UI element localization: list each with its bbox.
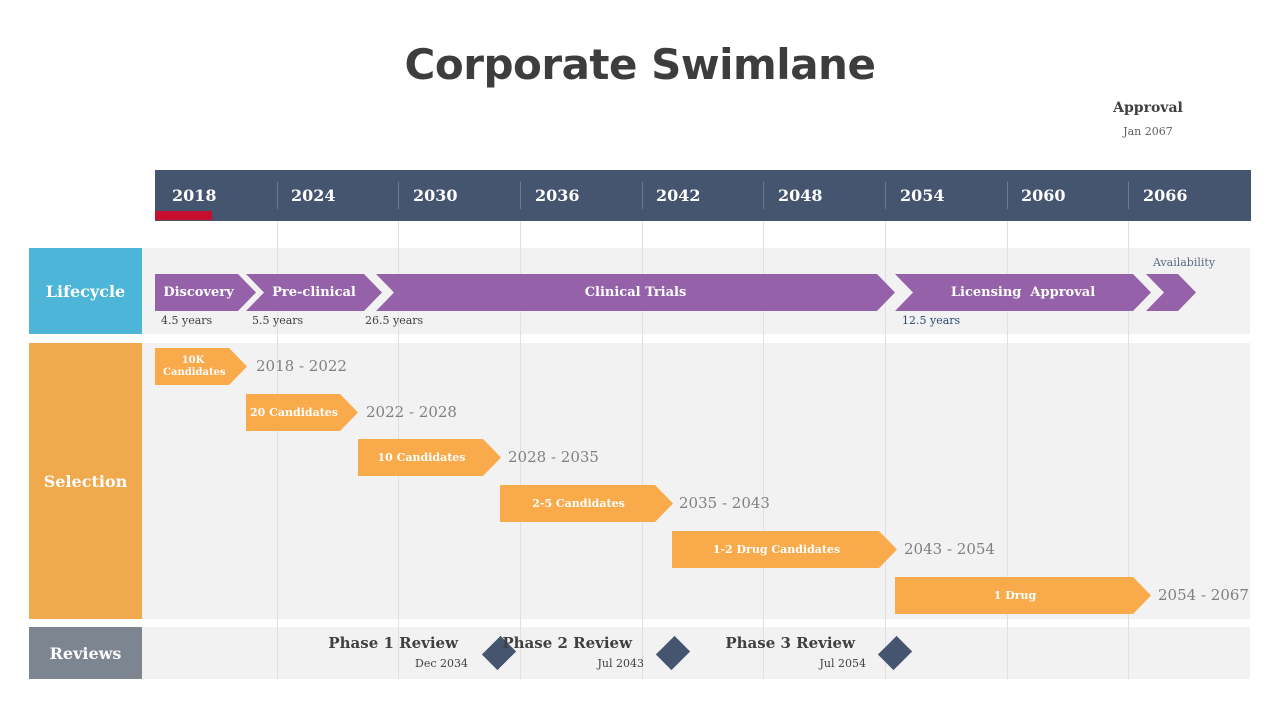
gridline	[1007, 221, 1008, 679]
year-label: 2030	[413, 186, 458, 205]
selection-range: 2054 - 2067	[1158, 586, 1249, 604]
selection-range: 2035 - 2043	[679, 494, 770, 512]
gridline	[642, 221, 643, 679]
year-label: 2048	[778, 186, 823, 205]
phase-pre-clinical: Pre-clinical	[246, 274, 382, 311]
phase-duration: 4.5 years	[161, 314, 213, 327]
year-divider	[277, 182, 278, 209]
phase-label: Clinical Trials	[584, 285, 687, 300]
review-date: Dec 2034	[415, 657, 468, 670]
selection-step: 2-5 Candidates	[500, 485, 673, 522]
review-label: Phase 3 Review	[725, 634, 855, 652]
phase-duration: 12.5 years	[902, 314, 961, 327]
selection-step-label: 10K Candidates	[163, 354, 226, 378]
year-divider	[885, 182, 886, 209]
phase-label: Discovery	[163, 285, 234, 300]
review-label: Phase 2 Review	[502, 634, 632, 652]
review-date: Jul 2054	[819, 657, 866, 670]
year-label: 2042	[656, 186, 701, 205]
phase-licensing-approval: Licensing Approval	[895, 274, 1151, 311]
page-title: Corporate Swimlane	[404, 40, 876, 89]
selection-range: 2022 - 2028	[366, 403, 457, 421]
selection-step: 1-2 Drug Candidates	[672, 531, 897, 568]
year-label: 2054	[900, 186, 945, 205]
selection-step: 20 Candidates	[246, 394, 358, 431]
gridline	[885, 221, 886, 679]
selection-step-label: 20 Candidates	[250, 406, 338, 419]
phase-label: Licensing Approval	[950, 285, 1096, 300]
phase-label: Pre-clinical	[272, 285, 356, 300]
availability-label: Availability	[1152, 256, 1216, 269]
lane-header-lifecycle: Lifecycle	[29, 248, 142, 334]
selection-step: 10K Candidates	[155, 348, 247, 385]
year-label: 2066	[1143, 186, 1188, 205]
year-divider	[398, 182, 399, 209]
approval-date: Jan 2067	[1123, 125, 1173, 138]
year-label: 2024	[291, 186, 336, 205]
selection-range: 2028 - 2035	[508, 448, 599, 466]
year-header: 2018 2024 2030 2036 2042 2048 2054 2060 …	[155, 170, 1251, 221]
lane-header-reviews: Reviews	[29, 627, 142, 679]
year-divider	[763, 182, 764, 209]
gridline	[763, 221, 764, 679]
review-label: Phase 1 Review	[328, 634, 458, 652]
year-divider	[1007, 182, 1008, 209]
gridline	[277, 221, 278, 679]
year-divider	[1128, 182, 1129, 209]
selection-step: 1 Drug	[895, 577, 1151, 614]
phase-clinical-trials: Clinical Trials	[376, 274, 895, 311]
selection-lane	[142, 343, 1250, 619]
gridline	[520, 221, 521, 679]
gridline	[1128, 221, 1129, 679]
selection-step-label: 2-5 Candidates	[532, 497, 625, 510]
lane-header-selection: Selection	[29, 343, 142, 619]
selection-step-label: 10 Candidates	[377, 451, 466, 464]
phase-discovery: Discovery	[155, 274, 256, 311]
year-label: 2060	[1021, 186, 1066, 205]
phase-duration: 26.5 years	[365, 314, 424, 327]
selection-step: 10 Candidates	[358, 439, 501, 476]
selection-range: 2043 - 2054	[904, 540, 995, 558]
today-marker	[155, 211, 212, 220]
year-label: 2018	[172, 186, 217, 205]
year-divider	[642, 182, 643, 209]
approval-label: Approval	[1113, 100, 1183, 116]
year-label: 2036	[535, 186, 580, 205]
selection-step-label: 1 Drug	[993, 589, 1037, 602]
selection-step-label: 1-2 Drug Candidates	[712, 543, 841, 556]
selection-range: 2018 - 2022	[256, 357, 347, 375]
phase-duration: 5.5 years	[252, 314, 304, 327]
reviews-lane	[142, 627, 1250, 679]
year-divider	[520, 182, 521, 209]
review-date: Jul 2043	[597, 657, 644, 670]
